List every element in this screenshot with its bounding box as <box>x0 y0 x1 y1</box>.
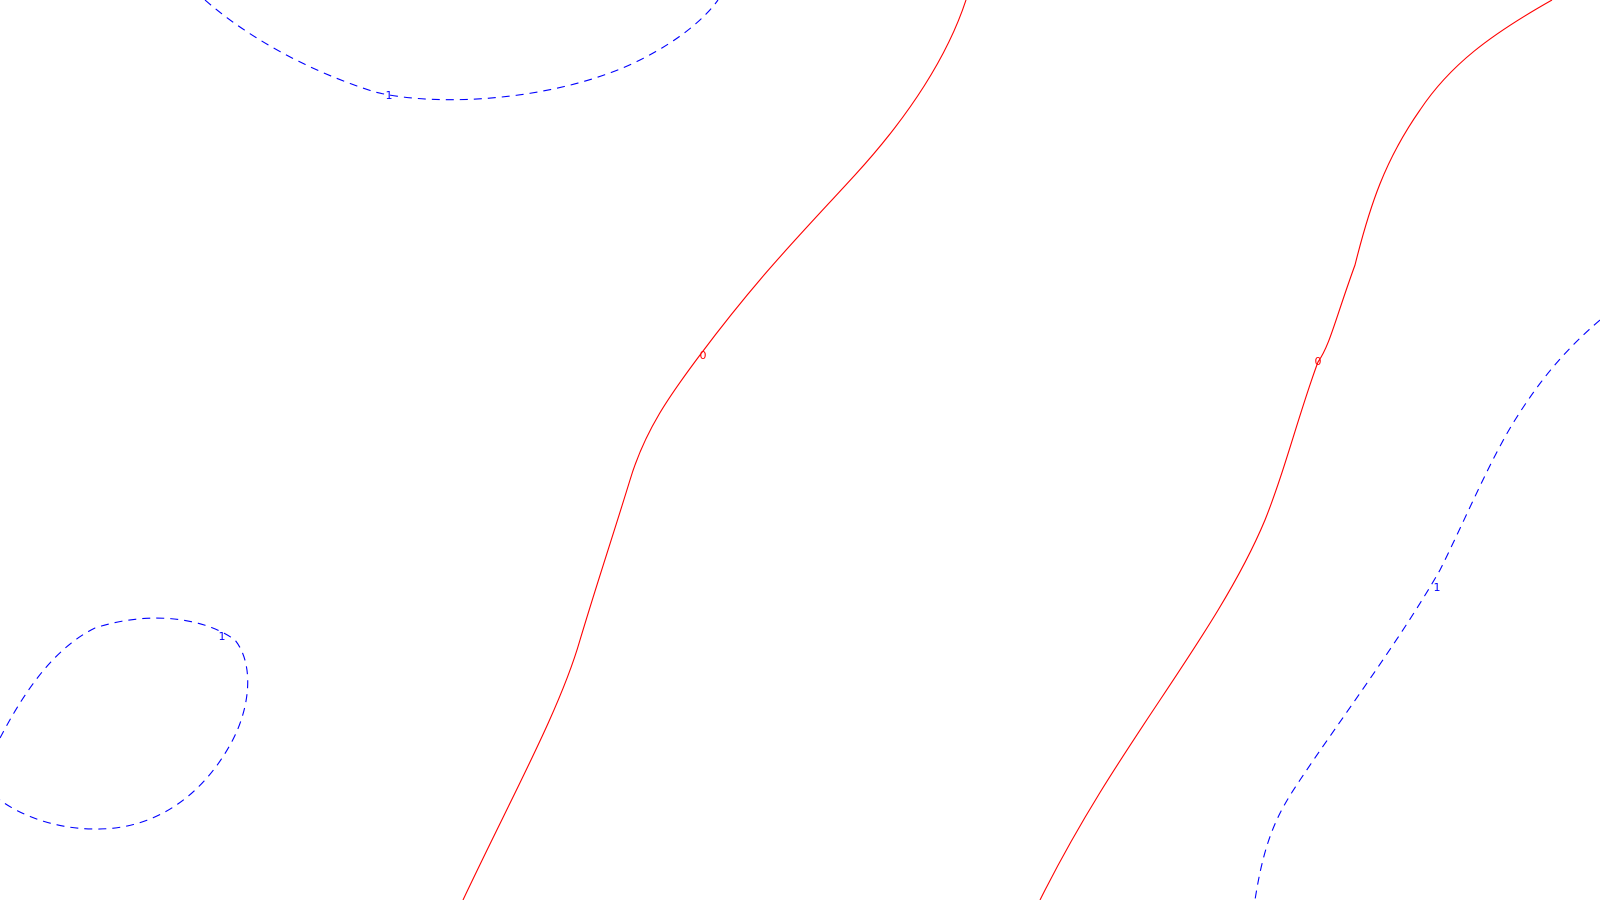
contour-left-loop-label: 1 <box>219 630 226 643</box>
contour-far-right-line <box>1254 319 1600 900</box>
contour-labels-layer: 1 1 0 0 1 <box>219 89 1441 643</box>
contour-center-line <box>462 0 967 900</box>
contour-top-loop <box>204 0 719 101</box>
contour-top-loop-label: 1 <box>386 89 393 102</box>
contour-center-line-label: 0 <box>700 349 707 362</box>
contour-right-line <box>1039 0 1553 900</box>
contour-right-line-label: 0 <box>1315 355 1322 368</box>
contour-left-loop <box>0 617 249 830</box>
contour-far-right-line-label: 1 <box>1434 581 1441 594</box>
